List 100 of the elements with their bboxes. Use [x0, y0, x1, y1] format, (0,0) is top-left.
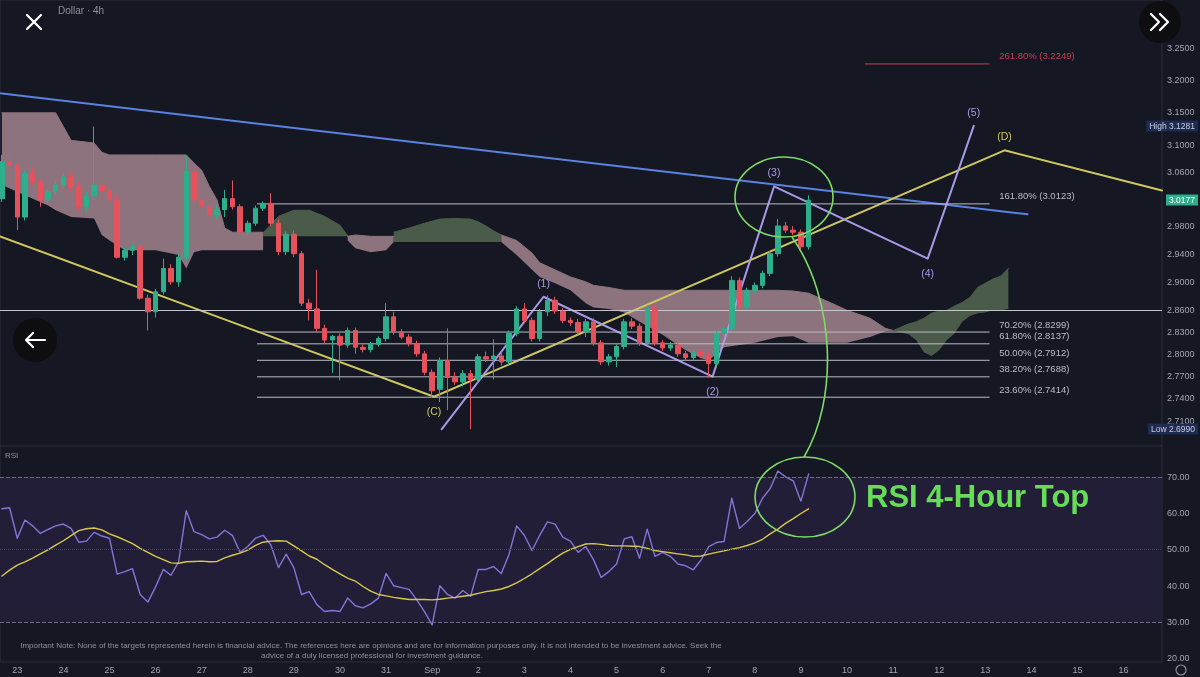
y-tick-label: 20.00	[1167, 653, 1190, 664]
candlestick	[491, 338, 496, 381]
x-tick-label: 6	[660, 664, 666, 675]
y-tick-label: 3.1500	[1167, 107, 1195, 118]
annotation: High 3.1281	[1149, 121, 1196, 131]
candlestick	[207, 203, 212, 219]
y-tick-label: 2.8300	[1167, 326, 1195, 337]
candlestick	[291, 229, 297, 258]
candlestick	[383, 302, 389, 342]
candlestick	[552, 296, 558, 315]
candlestick	[468, 369, 473, 430]
y-tick-label: 2.7400	[1167, 393, 1195, 404]
series-label: 50.00% (2.7912)	[999, 346, 1070, 358]
candlestick	[353, 327, 358, 355]
x-tick-label: 26	[150, 664, 161, 675]
x-tick-label: 4	[567, 664, 573, 675]
candlestick	[706, 351, 711, 378]
candlestick	[621, 318, 627, 350]
candlestick	[721, 324, 727, 337]
y-tick-label: 50.00	[1167, 544, 1190, 555]
candlestick	[176, 253, 181, 288]
y-tick-label: 3.2500	[1167, 43, 1195, 54]
x-tick-label: 8	[752, 664, 758, 675]
candlestick	[406, 333, 412, 348]
candlestick	[199, 196, 204, 211]
candlestick	[145, 294, 151, 332]
candlestick	[522, 302, 527, 324]
candlestick	[337, 332, 343, 381]
candlestick	[598, 339, 604, 366]
candlestick	[68, 171, 74, 193]
candlestick	[537, 308, 542, 342]
candlestick	[322, 324, 327, 344]
candlestick	[283, 231, 289, 256]
candlestick	[222, 189, 227, 218]
candlestick	[483, 351, 489, 363]
candlestick	[614, 343, 619, 368]
y-tick-label: 2.9400	[1167, 248, 1195, 259]
y-tick-label: 2.9000	[1167, 276, 1195, 287]
candlestick	[737, 277, 742, 311]
candlestick	[122, 246, 128, 262]
candlestick	[360, 343, 366, 353]
annotation: (C)	[426, 404, 442, 417]
candlestick	[107, 185, 112, 205]
candlestick	[675, 341, 681, 358]
candlestick	[114, 194, 120, 260]
y-tick-label: 3.1000	[1167, 140, 1195, 150]
candlestick	[767, 250, 773, 277]
series-label: 61.80% (2.8137)	[999, 330, 1070, 342]
candlestick	[330, 334, 335, 374]
series-label: 23.60% (2.7414)	[999, 383, 1070, 395]
candlestick	[660, 339, 665, 352]
y-tick-label: 2.8600	[1167, 305, 1195, 316]
x-tick-label: 13	[980, 664, 991, 675]
x-tick-label: 2	[475, 664, 481, 675]
candlestick	[645, 304, 650, 347]
candlestick	[38, 179, 43, 208]
candlestick	[752, 282, 758, 294]
x-tick-label: 11	[888, 664, 898, 675]
candlestick	[191, 167, 197, 205]
text: 3.0177	[1169, 195, 1196, 205]
candlestick	[99, 179, 105, 194]
candlestick	[460, 369, 466, 387]
candlestick	[84, 191, 89, 213]
annotation: (2)	[706, 384, 719, 397]
candlestick	[414, 340, 420, 358]
x-tick-label: Sep	[424, 664, 441, 675]
candlestick	[637, 322, 642, 347]
candlestick	[253, 204, 258, 227]
candlestick	[237, 203, 243, 237]
candlestick	[714, 330, 719, 367]
y-tick-label: 30.00	[1167, 617, 1190, 628]
candlestick	[806, 194, 811, 251]
candlestick	[22, 169, 28, 221]
x-tick-label: 31	[381, 664, 392, 675]
y-tick-label: 3.2000	[1167, 74, 1195, 85]
candlestick	[153, 288, 158, 319]
candlestick	[314, 269, 320, 333]
candlestick	[391, 311, 396, 336]
annotation: (5)	[967, 105, 981, 118]
text: RSI	[5, 450, 19, 460]
candlestick	[783, 221, 788, 234]
y-tick-label: 2.7100	[1167, 415, 1195, 426]
candlestick	[568, 317, 573, 327]
annotation: Important Note: None of the targets represented herein is financial advice. The references here are opinions and are for information purposes only. It is not intended to be investment advice. Seek the advice of a duly licensed professional for investment guidance.	[20, 640, 724, 660]
candlestick	[683, 350, 688, 361]
y-tick-label: 3.0600	[1167, 166, 1195, 177]
candlestick	[53, 180, 58, 196]
candlestick	[668, 341, 673, 352]
annotation: (3)	[767, 166, 781, 179]
candlestick	[276, 218, 281, 256]
annotation: RSI 4-Hour Top	[866, 479, 1090, 514]
candlestick	[245, 220, 251, 237]
x-tick-label: 12	[934, 664, 945, 675]
chart-title: Dollar · 4h	[58, 4, 105, 16]
candlestick	[760, 270, 765, 289]
candlestick	[729, 275, 735, 332]
candlestick	[61, 172, 66, 189]
candlestick	[583, 318, 589, 338]
candlestick	[376, 335, 381, 348]
x-tick-label: 25	[104, 664, 115, 675]
